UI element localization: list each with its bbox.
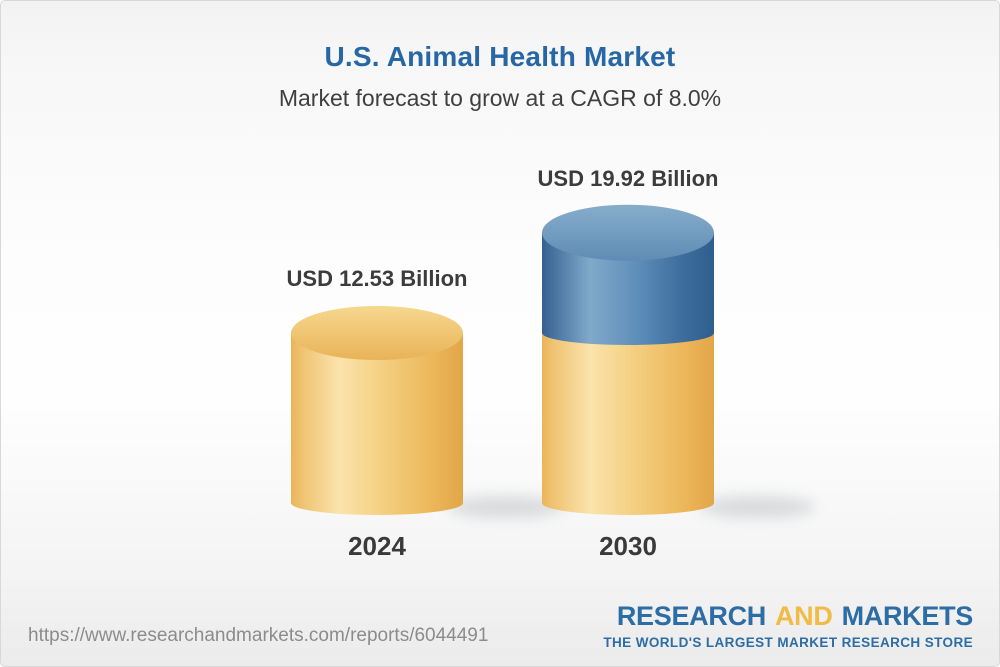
logo-tagline: THE WORLD'S LARGEST MARKET RESEARCH STOR… [603, 635, 973, 650]
chart-subtitle: Market forecast to grow at a CAGR of 8.0… [278, 85, 722, 111]
cylinder-base-segment-2030 [542, 333, 714, 515]
logo-wordmark: RESEARCH AND MARKETS [616, 601, 974, 631]
source-url: https://www.researchandmarkets.com/repor… [28, 625, 489, 646]
logo-word-and: AND [774, 601, 833, 631]
cylinder-shadow-2030 [699, 496, 815, 518]
value-label-2030: USD 19.92 Billion [537, 165, 719, 191]
chart-title: U.S. Animal Health Market [324, 41, 676, 72]
cylinder-top-2030 [542, 204, 714, 261]
researchandmarkets-logo: RESEARCH AND MARKETS THE WORLD'S LARGEST… [603, 601, 974, 650]
cylinder-body-2024 [291, 333, 463, 515]
logo-word-research: RESEARCH [616, 601, 766, 631]
cylinder-growth-segment-2030 [542, 232, 714, 345]
value-label-2024: USD 12.53 Billion [286, 266, 468, 291]
cylinder-shadow-2024 [448, 496, 564, 518]
cylinder-top-2024 [291, 306, 463, 360]
category-label-2030: 2030 [599, 531, 657, 561]
category-label-2024: 2024 [348, 531, 406, 561]
logo-word-markets: MARKETS [841, 601, 974, 631]
